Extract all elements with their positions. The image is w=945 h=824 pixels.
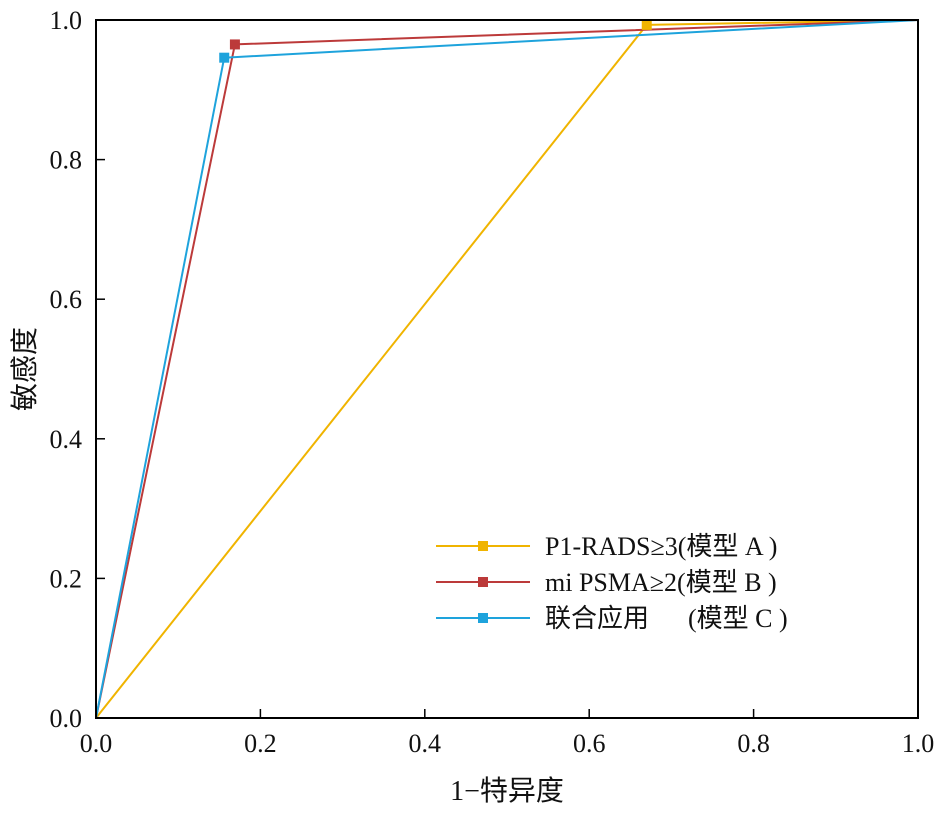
x-tick-label: 0.0: [80, 729, 113, 758]
axis-ticks: [96, 158, 755, 718]
x-tick-label: 0.4: [409, 729, 442, 758]
y-tick-label: 1.0: [50, 6, 83, 35]
legend-swatch-marker: [478, 613, 488, 623]
legend-label: 联合应用 (模型 C ): [545, 604, 788, 633]
y-tick-labels: 0.0 0.2 0.4 0.6 0.8 1.0: [50, 6, 83, 733]
series-point-1: [641, 19, 652, 30]
y-tick-label: 0.8: [50, 146, 83, 175]
x-tick-label: 0.6: [573, 729, 606, 758]
legend-label: P1-RADS≥3(模型 A ): [545, 532, 777, 561]
y-axis-title: 敏感度: [9, 327, 41, 411]
x-tick-label: 0.8: [737, 729, 770, 758]
y-tick-label: 0.2: [50, 564, 83, 593]
legend-swatch-marker: [478, 577, 488, 587]
legend-swatch-marker: [478, 541, 488, 551]
x-tick-label: 0.2: [244, 729, 277, 758]
series-lines: [95, 19, 919, 719]
y-tick-label: 0.4: [50, 425, 83, 454]
y-tick-label: 0.0: [50, 704, 83, 733]
legend-label: mi PSMA≥2(模型 B ): [545, 568, 777, 597]
series-point-2: [229, 39, 240, 50]
x-tick-labels: 0.0 0.2 0.4 0.6 0.8 1.0: [80, 729, 935, 758]
series-point-3: [219, 52, 230, 63]
series-markers: [219, 19, 652, 63]
x-tick-label: 1.0: [902, 729, 935, 758]
plot-frame: [95, 19, 919, 719]
y-tick-label: 0.6: [50, 285, 83, 314]
x-axis-title: 1−特异度: [450, 775, 564, 807]
series-line-2: [95, 19, 919, 719]
legend: P1-RADS≥3(模型 A ) mi PSMA≥2(模型 B ) 联合应用 (模型…: [436, 532, 788, 633]
